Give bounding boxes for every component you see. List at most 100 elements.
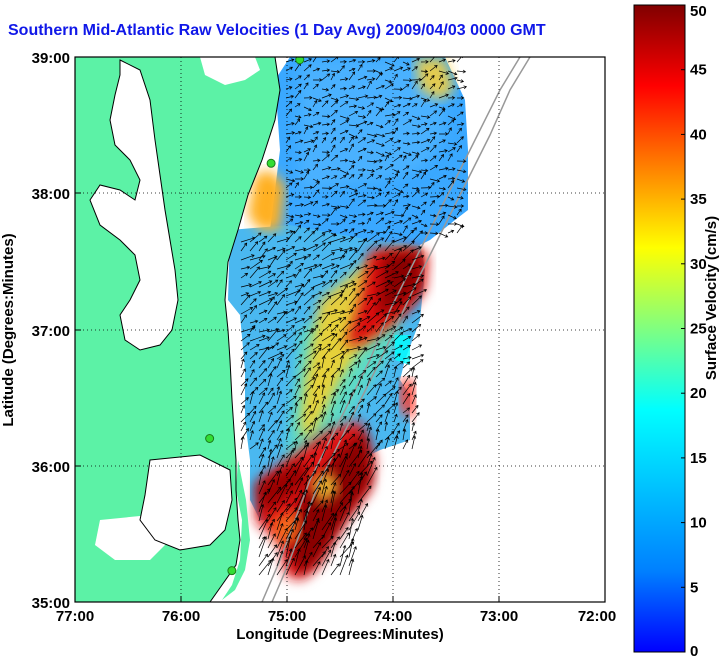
current-vector-arrow (339, 246, 353, 252)
current-vector-arrow (447, 142, 458, 146)
current-vector-arrow (240, 294, 251, 306)
current-vector-arrow (402, 217, 412, 225)
current-vector-arrow (276, 334, 287, 342)
current-vector-arrow (393, 66, 404, 72)
current-vector-arrow (411, 323, 422, 333)
current-vector-arrow (294, 83, 302, 90)
current-vector-arrow (339, 228, 349, 234)
current-vector-arrow (258, 270, 272, 279)
current-vector-arrow (312, 158, 321, 163)
current-vector-arrow (312, 440, 321, 459)
current-vector-arrow (267, 373, 273, 387)
current-vector-arrow (294, 368, 306, 378)
current-vector-arrow (240, 421, 247, 432)
current-vector-arrow (330, 279, 338, 288)
current-vector-arrow (411, 154, 419, 162)
current-vector-arrow (348, 511, 361, 531)
current-vector-arrow (348, 187, 358, 192)
current-vector-arrow (285, 121, 295, 126)
current-vector-arrow (429, 64, 438, 72)
current-vector-arrow (456, 187, 467, 192)
current-vector-arrow (330, 119, 336, 126)
current-vector-arrow (303, 268, 313, 279)
current-vector-arrow (456, 159, 467, 164)
current-vector-arrow (258, 309, 268, 315)
current-vector-arrow (312, 263, 323, 270)
current-vector-arrow (348, 476, 363, 495)
current-vector-arrow (393, 326, 404, 333)
current-vector-arrow (384, 154, 389, 162)
current-vector-arrow (276, 279, 283, 288)
current-vector-arrow (312, 519, 320, 540)
current-vector-arrow (249, 319, 259, 324)
current-vector-arrow (303, 367, 311, 378)
current-vector-arrow (375, 133, 386, 138)
current-vector-arrow (348, 375, 356, 387)
current-vector-arrow (348, 558, 355, 576)
current-vector-arrow (348, 266, 360, 279)
current-vector-arrow (267, 518, 275, 531)
current-vector-arrow (330, 333, 338, 342)
current-vector-arrow (366, 217, 371, 225)
current-vector-arrow (294, 517, 300, 531)
current-vector-arrow (312, 222, 322, 227)
current-vector-arrow (249, 254, 266, 261)
current-vector-arrow (294, 532, 307, 549)
current-vector-arrow (384, 138, 394, 144)
current-vector-arrow (366, 413, 377, 423)
current-vector-arrow (357, 115, 367, 119)
current-vector-arrow (339, 439, 348, 459)
current-vector-arrow (402, 315, 408, 324)
current-vector-arrow (258, 553, 269, 567)
colorbar-tick-label: 10 (690, 515, 707, 532)
current-vector-arrow (312, 144, 318, 153)
current-vector-arrow (402, 102, 411, 108)
current-vector-arrow (312, 305, 321, 315)
current-vector-arrow (456, 103, 463, 108)
current-vector-arrow (438, 203, 449, 208)
current-vector-arrow (447, 127, 452, 135)
current-vector-arrow (330, 563, 340, 576)
current-vector-arrow (339, 284, 348, 297)
current-vector-arrow (366, 255, 378, 261)
current-vector-arrow (366, 133, 378, 138)
current-vector-arrow (303, 212, 312, 216)
current-vector-arrow (258, 367, 268, 378)
current-vector-arrow (411, 359, 424, 369)
current-vector-arrow (294, 247, 307, 252)
current-vector-arrow (339, 175, 347, 180)
current-vector-arrow (393, 278, 407, 288)
current-vector-arrow (303, 461, 314, 477)
current-vector-arrow (285, 332, 297, 342)
current-vector-arrow (267, 387, 274, 396)
colorbar-label: Surface Velocity (cm/s) (703, 216, 720, 380)
current-vector-arrow (330, 264, 340, 270)
current-vector-arrow (366, 173, 374, 180)
current-vector-arrow (303, 170, 310, 180)
current-vector-arrow (285, 497, 298, 513)
current-vector-arrow (384, 151, 393, 156)
current-vector-arrow (375, 393, 387, 405)
current-vector-arrow (348, 389, 356, 396)
current-vector-arrow (384, 421, 389, 432)
current-vector-arrow (384, 334, 393, 342)
current-vector-arrow (402, 206, 409, 216)
current-vector-arrow (348, 517, 355, 540)
current-vector-arrow (303, 315, 313, 324)
current-vector-arrow (321, 384, 326, 396)
current-vector-arrow (384, 199, 392, 207)
current-vector-arrow (303, 227, 311, 234)
current-vector-arrow (375, 106, 385, 111)
current-vector-arrow (330, 109, 338, 117)
current-vector-arrow (411, 219, 423, 225)
current-vector-arrow (330, 490, 337, 513)
current-vector-arrow (366, 426, 372, 441)
current-vector-arrow (258, 298, 273, 306)
current-vector-arrow (420, 201, 427, 207)
current-vector-arrow (384, 79, 393, 84)
current-vector-arrow (339, 218, 346, 225)
current-vector-arrow (303, 350, 317, 360)
current-vector-arrow (393, 313, 402, 324)
current-vector-arrow (375, 350, 389, 360)
current-vector-arrow (240, 404, 246, 414)
